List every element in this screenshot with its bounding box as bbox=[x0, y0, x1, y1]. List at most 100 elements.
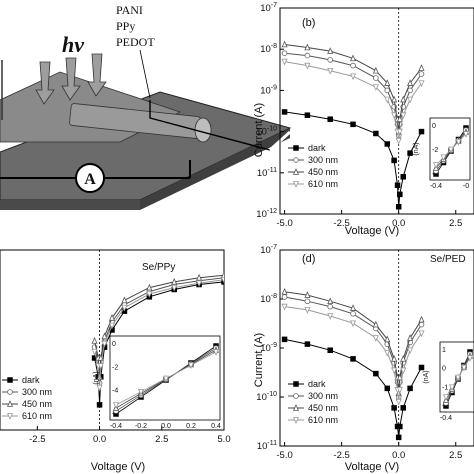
data-point bbox=[304, 307, 311, 314]
legend-entry: dark bbox=[308, 379, 326, 389]
legend-entry: 450 nm bbox=[308, 403, 338, 413]
legend-entry: 450 nm bbox=[22, 399, 52, 409]
series-450-nm bbox=[281, 40, 425, 135]
light-arrow-icon bbox=[35, 61, 55, 105]
panel-b: Current (A) Voltage (V) (b) -5.0 -2.5 0.0 2… bbox=[253, 2, 474, 237]
data-point bbox=[146, 283, 153, 291]
legend: dark 300 nm 450 nm 610 nm bbox=[288, 379, 338, 425]
data-point bbox=[101, 332, 108, 340]
legend-entry: 300 nm bbox=[22, 387, 52, 397]
data-point bbox=[407, 385, 413, 392]
plot-frame bbox=[0, 249, 225, 431]
legend: dark 300 nm 450 nm 610 nm bbox=[2, 375, 52, 421]
light-arrows bbox=[1, 53, 107, 120]
inset-y-tick: -4 bbox=[112, 388, 118, 395]
data-point bbox=[121, 296, 128, 304]
data-point bbox=[281, 40, 288, 48]
data-point bbox=[384, 79, 391, 86]
series-dark bbox=[281, 336, 425, 441]
y-axis-label: Current (A) bbox=[253, 103, 265, 157]
data-point bbox=[407, 334, 414, 341]
x-tick-label: -5.0 bbox=[276, 450, 292, 461]
inset-data-point bbox=[137, 388, 145, 396]
plot-area: -2.5 0.0 2.5 5.0 dark 300 nm 450 nm 610 nm (nA) 0… bbox=[0, 249, 231, 445]
legend-entry: 300 nm bbox=[308, 155, 338, 165]
glass-substrate-front bbox=[0, 200, 140, 210]
data-point bbox=[391, 355, 398, 362]
data-point bbox=[418, 71, 425, 77]
layer-label-pedot: PEDOT bbox=[116, 35, 155, 49]
x-tick-label: -2.5 bbox=[29, 434, 45, 445]
data-point bbox=[350, 54, 357, 62]
data-point bbox=[396, 373, 403, 381]
series-610-nm bbox=[281, 303, 425, 406]
data-point bbox=[281, 50, 288, 56]
data-point bbox=[407, 87, 413, 94]
data-point bbox=[395, 434, 402, 441]
x-axis-label: Voltage (V) bbox=[345, 461, 399, 473]
ammeter-icon bbox=[75, 163, 105, 193]
inset-x-tick: 0.0 bbox=[161, 423, 171, 430]
inset-data-point bbox=[447, 146, 455, 154]
inset-data-point bbox=[112, 402, 120, 409]
data-point bbox=[281, 58, 288, 66]
data-point bbox=[400, 367, 407, 375]
data-point bbox=[373, 370, 379, 377]
legend-marker bbox=[293, 393, 299, 399]
layer-label-pani: PANI bbox=[116, 3, 143, 17]
data-point bbox=[97, 363, 104, 370]
data-point bbox=[350, 320, 357, 328]
data-point bbox=[304, 341, 311, 347]
data-point bbox=[391, 157, 397, 164]
data-point bbox=[281, 336, 288, 343]
inset: (nA)10-1-2-0.4 bbox=[423, 341, 474, 422]
right-lead bbox=[149, 100, 271, 151]
inset-y-tick: 0 bbox=[432, 123, 436, 130]
x-tick-label: 0.0 bbox=[93, 434, 106, 445]
data-point bbox=[418, 330, 425, 338]
data-point bbox=[304, 52, 311, 59]
data-point bbox=[196, 280, 203, 288]
plot-area: -5.0 -2.5 0.0 2.5 10-11 10-10 10-9 10-8 10-7 dark… bbox=[256, 244, 474, 461]
glass-substrate-edge bbox=[140, 128, 290, 210]
inset-x-tick: -0.4 bbox=[430, 183, 442, 190]
data-point bbox=[384, 87, 391, 94]
data-point bbox=[400, 112, 407, 120]
x-tick-label: 0.0 bbox=[392, 218, 405, 229]
y-tick-label: 10-8 bbox=[260, 43, 277, 55]
data-point bbox=[396, 128, 403, 136]
data-point bbox=[221, 279, 224, 285]
data-point bbox=[391, 367, 398, 375]
plot-area: -5.0 -2.5 0.0 2.5 10-12 10-11 10-10 10-9 10-8 10-… bbox=[256, 2, 474, 229]
inset-x-tick: -0.4 bbox=[440, 415, 452, 422]
data-point bbox=[327, 47, 334, 54]
legend-marker bbox=[7, 377, 13, 383]
data-point bbox=[96, 384, 103, 392]
data-point bbox=[350, 304, 357, 311]
layer-label-ppy: PPy bbox=[116, 19, 135, 33]
x-tick-label: 2.5 bbox=[155, 434, 168, 445]
legend-marker bbox=[292, 168, 300, 175]
data-point bbox=[373, 130, 379, 137]
data-point bbox=[391, 112, 398, 120]
data-point bbox=[304, 62, 311, 70]
y-tick-label: 10-8 bbox=[260, 293, 277, 305]
x-tick-label: 5.0 bbox=[217, 434, 230, 445]
legend: dark 300 nm 450 nm 610 nm bbox=[288, 143, 338, 189]
data-point bbox=[350, 62, 356, 69]
data-point bbox=[91, 348, 98, 356]
y-tick-label: 10-11 bbox=[257, 440, 277, 452]
legend-entry: 450 nm bbox=[308, 167, 338, 177]
inset-data-point bbox=[162, 375, 170, 383]
inset-x-tick: 0.2 bbox=[186, 423, 196, 430]
data-point bbox=[395, 137, 402, 145]
legend-entry: 610 nm bbox=[22, 411, 52, 421]
legend-marker bbox=[7, 389, 13, 395]
data-point bbox=[327, 303, 334, 310]
data-point bbox=[372, 84, 379, 92]
inset-x-tick: -0 bbox=[463, 183, 469, 190]
series-610-nm bbox=[91, 276, 224, 392]
y-tick-label: 10-9 bbox=[260, 84, 277, 96]
data-point bbox=[384, 349, 391, 357]
legend-marker bbox=[293, 381, 299, 387]
